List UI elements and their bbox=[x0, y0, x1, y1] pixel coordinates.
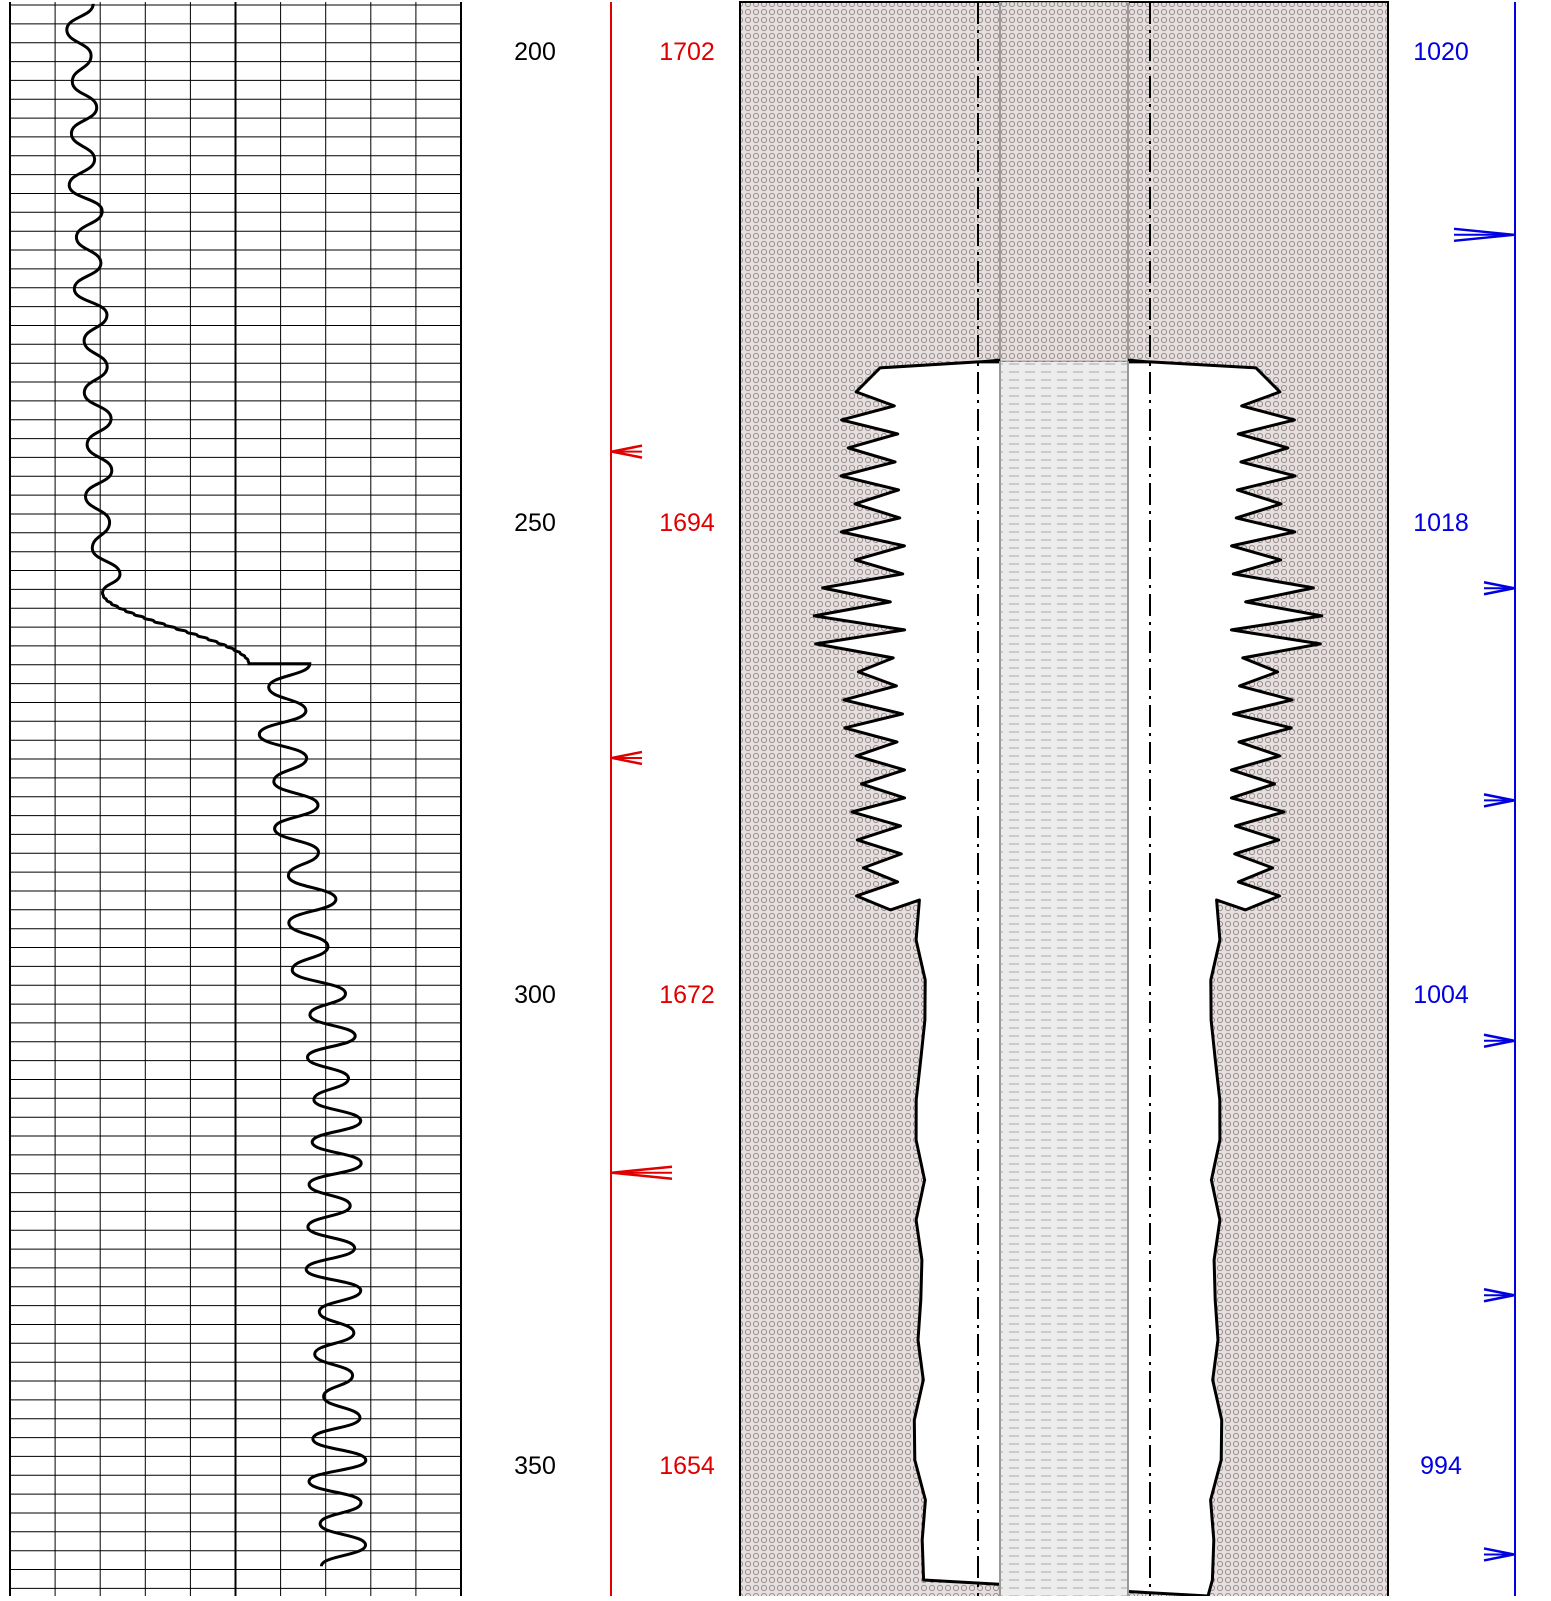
blue-value-label: 1018 bbox=[1413, 509, 1469, 537]
casing-upper-fill bbox=[1000, 2, 1128, 362]
red-value-label: 1694 bbox=[659, 509, 715, 537]
blue-value-track: 1020 1018 1004 994 bbox=[1413, 2, 1516, 1596]
log-grid-track bbox=[9, 2, 462, 1596]
red-value-label: 1672 bbox=[659, 981, 715, 1009]
depth-label: 200 bbox=[514, 38, 556, 66]
depth-label: 250 bbox=[514, 509, 556, 537]
curve-path bbox=[65, 3, 368, 1567]
blue-value-label: 1020 bbox=[1413, 38, 1469, 66]
blue-value-label: 1004 bbox=[1413, 981, 1469, 1009]
shoe-left bbox=[977, 358, 1001, 364]
red-value-label: 1654 bbox=[659, 1452, 715, 1480]
blue-markers bbox=[1453, 227, 1515, 1562]
depth-label: 300 bbox=[514, 981, 556, 1009]
red-value-track: 1702 1694 1672 1654 bbox=[610, 2, 715, 1596]
red-markers bbox=[611, 444, 673, 1180]
depth-label: 350 bbox=[514, 1452, 556, 1480]
red-value-label: 1702 bbox=[659, 38, 715, 66]
blue-value-label: 994 bbox=[1420, 1452, 1462, 1480]
gamma-ray-curve bbox=[65, 3, 368, 1567]
shoe-right bbox=[1127, 358, 1151, 364]
casing-lower-fill bbox=[1000, 361, 1128, 1597]
wellbore-diagram bbox=[739, 1, 1389, 1599]
depth-scale: 200 250 300 350 bbox=[514, 38, 556, 1480]
